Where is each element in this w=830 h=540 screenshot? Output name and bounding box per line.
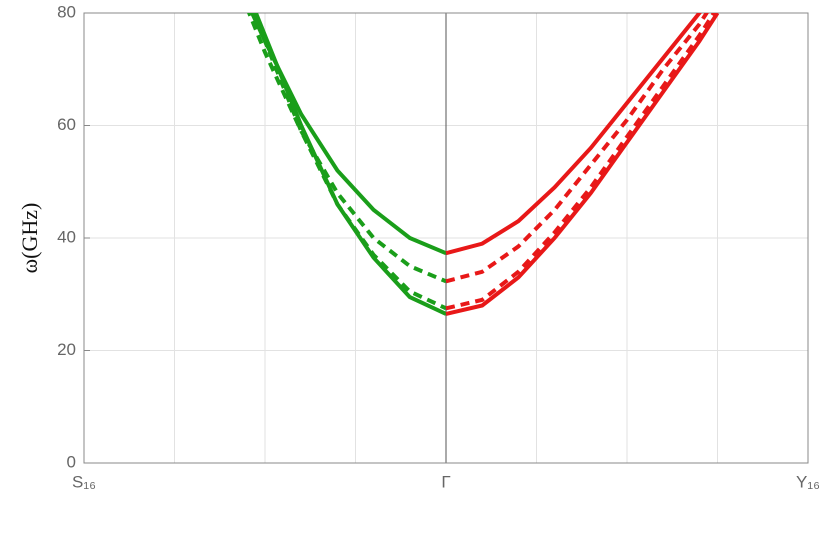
plot-frame xyxy=(83,12,809,464)
y-tick-label: 80 xyxy=(57,2,76,21)
x-tick-label: Γ xyxy=(441,472,450,491)
line xyxy=(445,13,710,284)
line xyxy=(251,13,447,311)
line xyxy=(247,13,447,284)
line xyxy=(445,13,702,256)
line xyxy=(253,13,447,316)
y-tick-label: 40 xyxy=(57,227,76,246)
y-tick-label: 0 xyxy=(67,452,76,471)
line xyxy=(445,13,720,316)
x-tick-label: Y₁₆ xyxy=(796,472,820,491)
x-tick-label: S₁₆ xyxy=(72,472,96,491)
line xyxy=(445,13,717,311)
y-tick-label: 20 xyxy=(57,340,76,359)
y-axis-label: ω(GHz) xyxy=(17,203,42,274)
y-tick-label: 60 xyxy=(57,115,76,134)
